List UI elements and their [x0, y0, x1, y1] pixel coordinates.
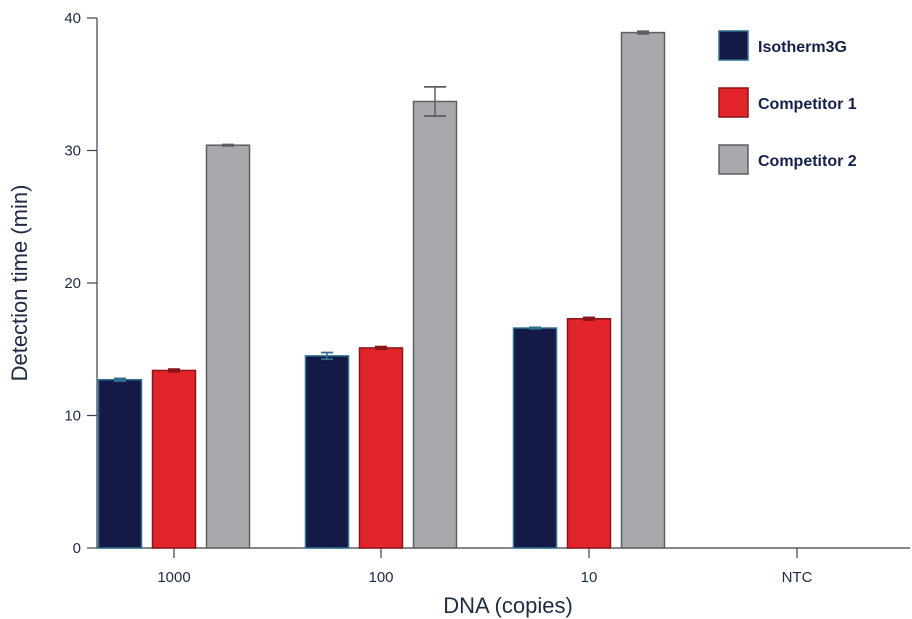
- bar-competitor-1-100: [358, 347, 404, 549]
- x-tick-label: 100: [368, 569, 393, 586]
- y-tick-label: 30: [64, 143, 81, 160]
- legend-label: Competitor 1: [758, 96, 857, 113]
- error-bars: [114, 30, 649, 382]
- bar-competitor-2-1000: [205, 144, 251, 549]
- y-tick-label: 0: [73, 540, 81, 557]
- bar-isotherm3g-100: [304, 355, 350, 549]
- x-tick-label: NTC: [782, 569, 813, 586]
- legend-swatch-competitor-2: [718, 144, 749, 175]
- bar-competitor-1-1000: [151, 369, 197, 549]
- y-tick-label: 20: [64, 275, 81, 292]
- x-tick-label: 1000: [157, 569, 190, 586]
- y-tick-label: 40: [64, 10, 81, 27]
- bars: [97, 31, 666, 549]
- bar-competitor-2-10: [620, 31, 666, 549]
- x-ticks: 1000 100 10 NTC: [157, 548, 813, 586]
- legend-swatch-isotherm3g: [718, 30, 749, 61]
- y-tick-label: 10: [64, 408, 81, 425]
- x-tick-label: 10: [581, 569, 598, 586]
- x-axis-title: DNA (copies): [443, 593, 573, 618]
- y-ticks: 0 10 20 30 40: [64, 10, 97, 557]
- legend-label: Competitor 2: [758, 153, 857, 170]
- legend-swatch-competitor-1: [718, 87, 749, 118]
- legend-label: Isotherm3G: [758, 39, 847, 56]
- bar-competitor-2-100: [412, 100, 458, 549]
- bar-isotherm3g-10: [512, 327, 558, 549]
- y-axis-title: Detection time (min): [7, 185, 32, 382]
- legend: Isotherm3G Competitor 1 Competitor 2: [718, 30, 857, 175]
- bar-competitor-1-10: [566, 318, 612, 549]
- bar-isotherm3g-1000: [97, 378, 143, 549]
